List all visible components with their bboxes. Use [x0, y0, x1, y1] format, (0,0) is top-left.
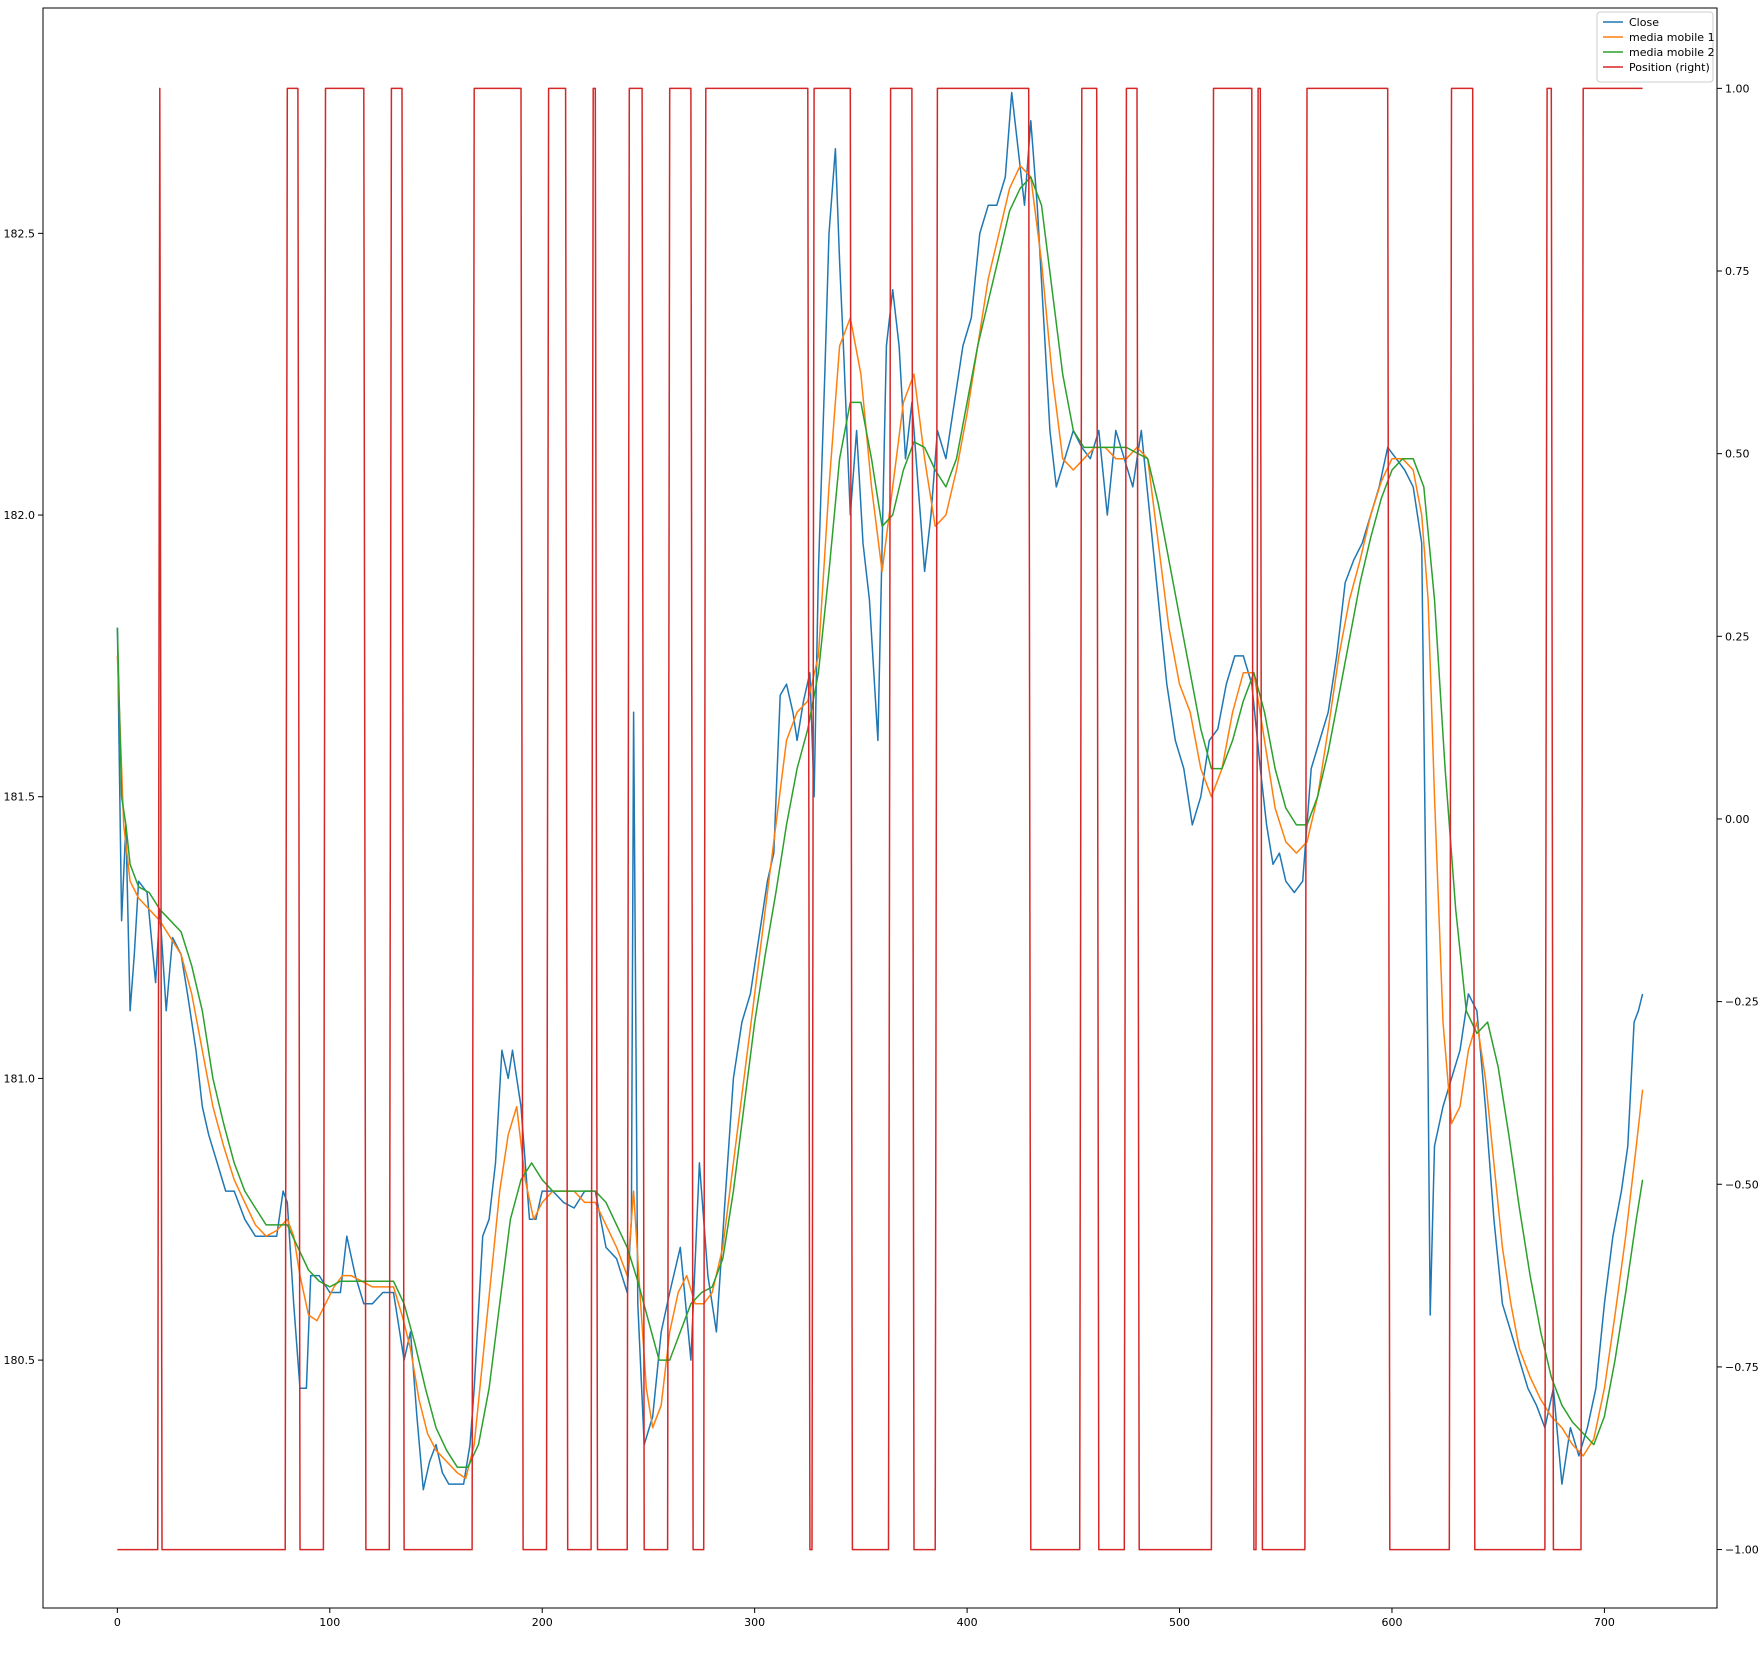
series-line-close — [116, 91, 1644, 1491]
y-left-tick-label: 180.5 — [4, 1354, 36, 1367]
x-tick-label: 200 — [532, 1616, 553, 1629]
x-tick-label: 0 — [114, 1616, 121, 1629]
legend-label-position-right: Position (right) — [1629, 61, 1710, 74]
series-layer — [116, 87, 1644, 1551]
y-left-tick-label: 181.0 — [4, 1072, 36, 1085]
y-right-axis: −1.00 −0.75 −0.50 −0.25 0.00 0.25 0.50 0.75 1.00 — [1717, 82, 1759, 1557]
x-tick-label: 100 — [319, 1616, 340, 1629]
legend: Close media mobile 1 media mobile 2 Positio… — [1596, 11, 1715, 83]
y-right-tick-label: 1.00 — [1725, 82, 1750, 95]
y-left-axis: 180.5 181.0 181.5 182.0 182.5 — [4, 227, 43, 1367]
x-tick-label: 300 — [744, 1616, 765, 1629]
y-right-tick-label: 0.75 — [1725, 265, 1750, 278]
y-right-tick-label: 0.00 — [1725, 813, 1750, 826]
y-right-tick-label: −1.00 — [1725, 1544, 1759, 1557]
x-tick-label: 600 — [1381, 1616, 1402, 1629]
legend-label-media-mobile-2: media mobile 2 — [1629, 46, 1715, 59]
y-left-tick-label: 182.5 — [4, 227, 36, 240]
y-right-tick-label: 0.25 — [1725, 630, 1750, 643]
x-tick-label: 700 — [1594, 1616, 1615, 1629]
series-line-position-right — [117, 87, 1643, 1551]
legend-box — [1596, 11, 1714, 83]
y-right-tick-label: −0.75 — [1725, 1361, 1759, 1374]
plot-area — [43, 8, 1717, 1608]
legend-label-media-mobile-1: media mobile 1 — [1629, 31, 1715, 44]
x-tick-label: 400 — [957, 1616, 978, 1629]
y-right-tick-label: −0.25 — [1725, 996, 1759, 1009]
x-tick-label: 500 — [1169, 1616, 1190, 1629]
y-left-tick-label: 181.5 — [4, 791, 36, 804]
plot-frame — [42, 7, 1718, 1609]
legend-label-close: Close — [1629, 16, 1659, 29]
y-right-tick-label: −0.50 — [1725, 1178, 1759, 1191]
x-axis: 0 100 200 300 400 500 600 700 — [114, 1608, 1615, 1629]
y-right-tick-label: 0.50 — [1725, 448, 1750, 461]
y-left-tick-label: 182.0 — [4, 509, 36, 522]
